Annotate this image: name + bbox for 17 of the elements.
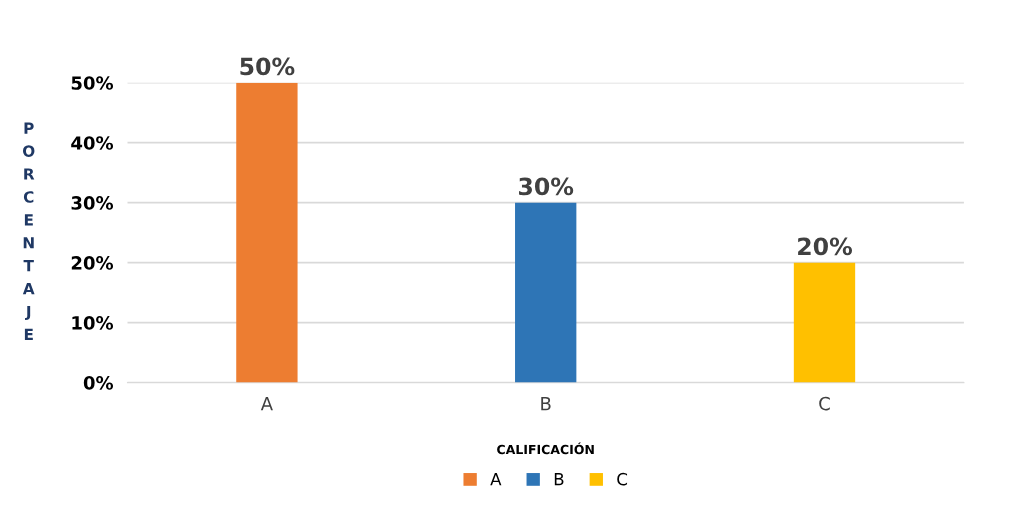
legend-label: C bbox=[617, 472, 628, 486]
x-axis-title: CALIFICACIÓN bbox=[497, 442, 594, 455]
legend-label: B bbox=[554, 473, 564, 486]
y-tick-label: 40% bbox=[71, 136, 114, 150]
text: PORCENTAJE bbox=[22, 122, 35, 340]
legend-label: A bbox=[490, 473, 502, 486]
x-tick-label: B bbox=[541, 397, 551, 411]
x-tick-label: C bbox=[819, 396, 830, 411]
data-label: 20% bbox=[798, 237, 853, 256]
y-tick-label: 10% bbox=[72, 316, 114, 330]
y-tick-label: 20% bbox=[71, 256, 114, 270]
y-tick-label: 30% bbox=[71, 196, 114, 210]
data-label: 50% bbox=[240, 57, 295, 76]
y-tick-label: 50% bbox=[71, 76, 114, 90]
x-tick-label: A bbox=[260, 397, 273, 411]
data-label: 30% bbox=[519, 177, 574, 196]
y-tick-label: 0% bbox=[83, 376, 114, 390]
